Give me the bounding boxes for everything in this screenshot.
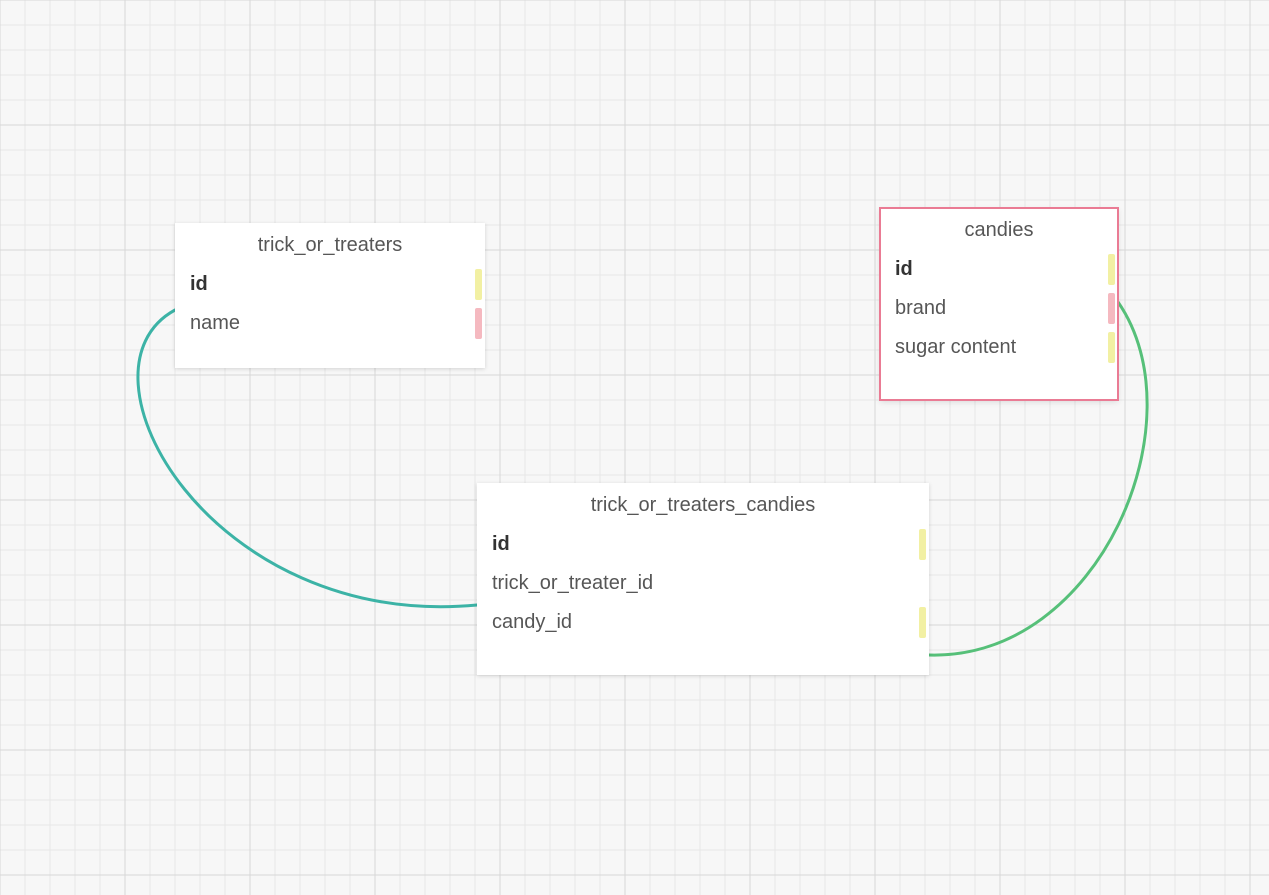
edges-layer [0, 0, 1269, 895]
column-label: id [190, 273, 208, 295]
column-type-marker [919, 607, 926, 638]
column-label: candy_id [492, 611, 572, 633]
column-row-pk[interactable]: id [176, 265, 484, 304]
schema-table[interactable]: trick_or_treatersid name [175, 223, 485, 368]
column-label: id [492, 533, 510, 555]
column-type-marker [919, 529, 926, 560]
column-label: sugar content [895, 336, 1016, 358]
column-type-marker [475, 308, 482, 339]
column-row[interactable]: sugar content [881, 328, 1117, 367]
table-title: candies [881, 209, 1117, 250]
schema-table[interactable]: candies id brand sugar content [880, 208, 1118, 400]
column-row[interactable]: brand [881, 289, 1117, 328]
schema-table[interactable]: trick_or_treaters_candiesid trick_or_trea… [477, 483, 929, 675]
column-type-marker [1108, 293, 1115, 324]
diagram-canvas[interactable]: trick_or_treatersid name candies id brand sug… [0, 0, 1269, 895]
column-row[interactable]: candy_id [478, 603, 928, 642]
column-label: trick_or_treater_id [492, 572, 653, 594]
table-title: trick_or_treaters [176, 224, 484, 265]
column-type-marker [475, 269, 482, 300]
column-row-pk[interactable]: id [478, 525, 928, 564]
column-label: brand [895, 297, 946, 319]
table-title: trick_or_treaters_candies [478, 484, 928, 525]
column-row[interactable]: name [176, 304, 484, 343]
column-row-pk[interactable]: id [881, 250, 1117, 289]
column-row[interactable]: trick_or_treater_id [478, 564, 928, 603]
column-type-marker [1108, 254, 1115, 285]
column-label: id [895, 258, 913, 280]
column-type-marker [1108, 332, 1115, 363]
column-label: name [190, 312, 240, 334]
